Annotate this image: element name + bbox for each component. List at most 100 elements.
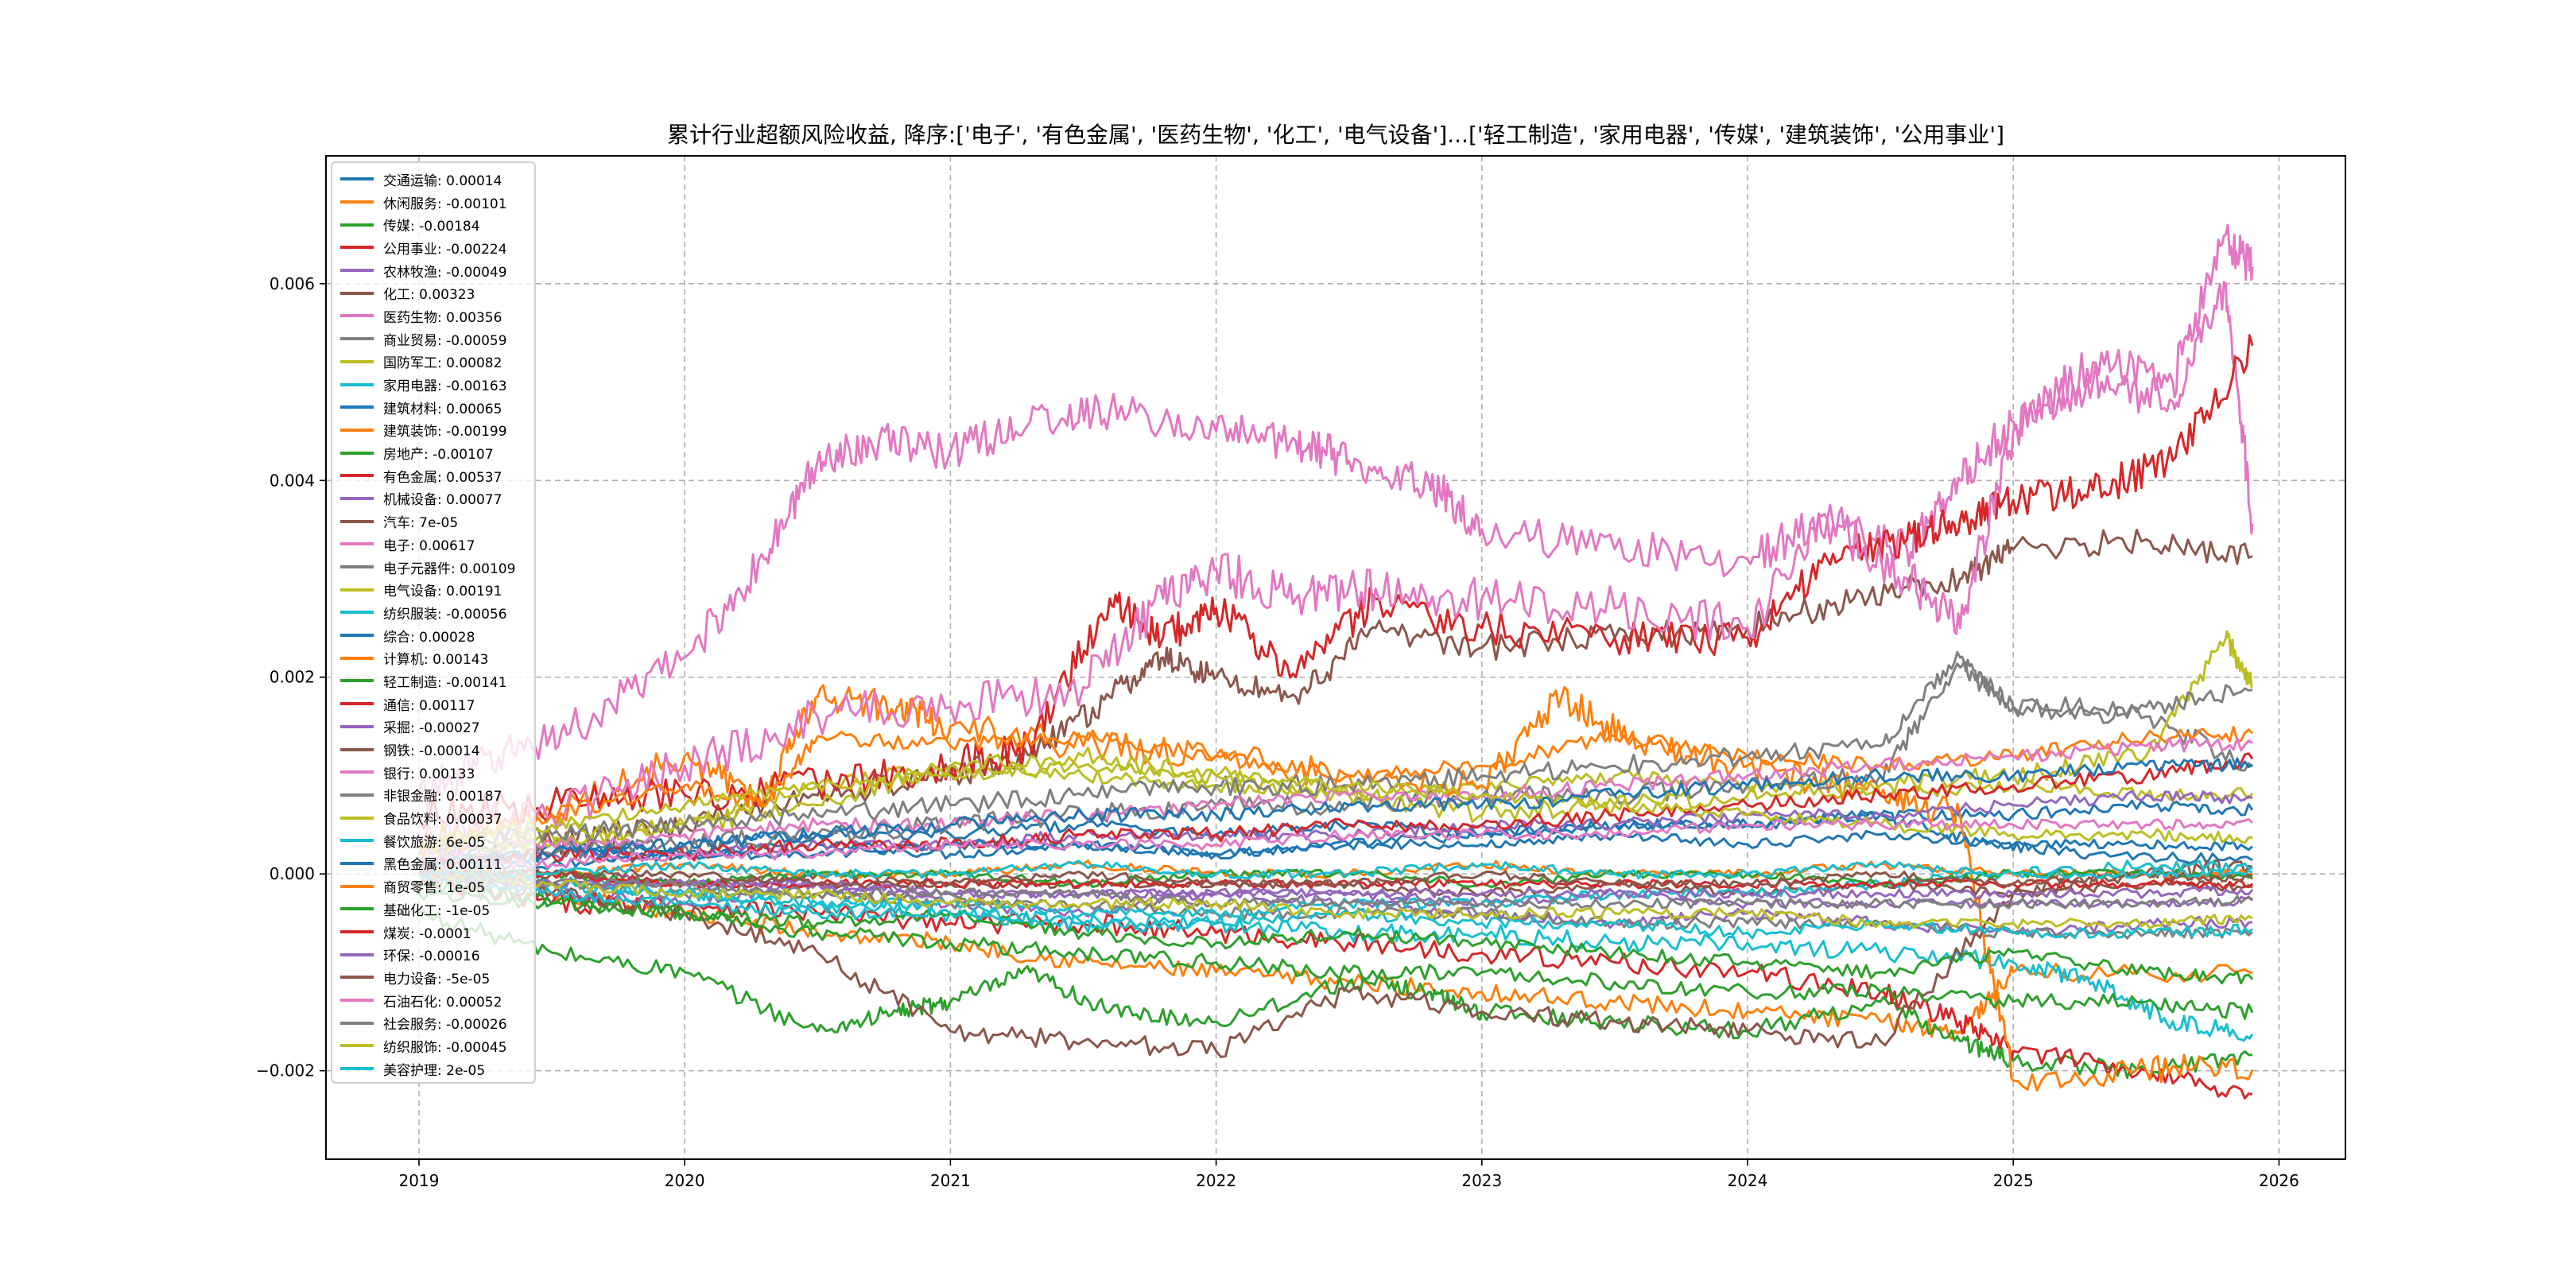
legend-item: 休闲服务: -0.00101: [340, 191, 534, 214]
legend-item: 基础化工: -1e-05: [340, 898, 534, 921]
legend-item: 建筑装饰: -0.00199: [340, 419, 534, 442]
series-line-26: [418, 737, 2253, 861]
legend-label: 社会服务: -0.00026: [383, 1017, 507, 1034]
legend-item: 采掘: -0.00027: [340, 716, 534, 739]
legend-swatch: [340, 884, 374, 888]
legend-label: 交通运输: 0.00014: [383, 173, 502, 189]
legend-label: 房地产: -0.00107: [383, 447, 494, 464]
legend-swatch: [340, 999, 374, 1003]
legend-swatch: [340, 451, 374, 455]
legend-item: 电子元器件: 0.00109: [340, 556, 534, 579]
legend-label: 电力设备: -5e-05: [383, 971, 491, 987]
legend-swatch: [340, 428, 374, 432]
legend-swatch: [340, 702, 374, 706]
y-tick-label: 0.000: [270, 864, 315, 883]
legend-label: 商贸零售: 1e-05: [383, 880, 486, 897]
legend-swatch: [340, 496, 374, 500]
legend-label: 化工: 0.00323: [383, 287, 475, 304]
legend-label: 美容护理: 2e-05: [383, 1062, 486, 1079]
legend-label: 黑色金属: 0.00111: [383, 857, 502, 874]
series-line-39: [418, 859, 2253, 879]
legend-item: 美容护理: 2e-05: [340, 1057, 534, 1080]
legend-item: 商业贸易: -0.00059: [340, 328, 534, 351]
legend-swatch: [340, 816, 374, 820]
y-axis: −0.002 0.000 0.002 0.004 0.006: [256, 274, 326, 1080]
legend-label: 环保: -0.00016: [383, 949, 480, 965]
x-tick-label: 2019: [399, 1171, 440, 1190]
legend-item: 综合: 0.00028: [340, 624, 534, 647]
legend-swatch: [340, 405, 374, 409]
series-line-17: [417, 660, 2254, 871]
legend-label: 农林牧渔: -0.00049: [383, 264, 507, 281]
legend-item: 电力设备: -5e-05: [340, 966, 534, 989]
legend-label: 电子元器件: 0.00109: [383, 561, 516, 577]
legend-item: 社会服务: -0.00026: [340, 1011, 534, 1034]
legend-swatch: [340, 291, 374, 295]
legend-item: 有色金属: 0.00537: [340, 464, 534, 487]
legend-swatch: [340, 1021, 374, 1025]
legend-item: 公用事业: -0.00224: [340, 236, 534, 259]
y-tick-label: 0.006: [270, 274, 315, 293]
series-line-2: [418, 910, 2253, 1080]
legend-item: 纺织服饰: -0.00045: [340, 1034, 534, 1057]
legend-label: 传媒: -0.00184: [383, 219, 480, 235]
legend-swatch: [340, 1067, 374, 1071]
legend-swatch: [340, 177, 374, 181]
y-tick-label: −0.002: [256, 1061, 315, 1080]
legend-label: 食品饮料: 0.00037: [383, 812, 502, 828]
legend-label: 煤炭: -0.0001: [383, 925, 471, 942]
legend-swatch: [340, 907, 374, 911]
legend-label: 建筑装饰: -0.00199: [383, 424, 507, 440]
legend-label: 商业贸易: -0.00059: [383, 332, 507, 349]
series-line-37: [417, 869, 2253, 910]
legend-swatch: [340, 223, 374, 227]
legend-item: 医药生物: 0.00356: [340, 305, 534, 328]
legend-item: 煤炭: -0.0001: [340, 921, 534, 944]
legend-swatch: [340, 861, 374, 865]
series-line-21: [418, 725, 2254, 848]
legend-label: 休闲服务: -0.00101: [383, 196, 507, 212]
series-line-38: [417, 871, 2253, 930]
legend-item: 家用电器: -0.00163: [340, 373, 534, 396]
x-tick-label: 2021: [930, 1171, 971, 1190]
legend-item: 食品饮料: 0.00037: [340, 806, 534, 829]
legend-label: 纺织服饰: -0.00045: [383, 1039, 507, 1056]
series-line-22: [418, 879, 2254, 1020]
legend-label: 公用事业: -0.00224: [383, 241, 507, 258]
legend-item: 交通运输: 0.00014: [340, 168, 534, 191]
legend-swatch: [340, 839, 374, 843]
legend: 交通运输: 0.00014 休闲服务: -0.00101 传媒: -0.00184 公…: [331, 161, 536, 1084]
legend-swatch: [340, 588, 374, 592]
legend-swatch: [340, 359, 374, 363]
legend-swatch: [340, 930, 374, 934]
legend-label: 综合: 0.00028: [383, 629, 475, 646]
legend-item: 汽车: 7e-05: [340, 510, 534, 533]
legend-label: 汽车: 7e-05: [383, 515, 459, 532]
legend-swatch: [340, 246, 374, 250]
legend-label: 机械设备: 0.00077: [383, 492, 502, 509]
legend-swatch: [340, 269, 374, 273]
series-line-15: [417, 859, 2253, 1058]
plot-frame: [325, 155, 2346, 1160]
series-layer: [417, 223, 2254, 1100]
series-line-20: [418, 830, 2253, 871]
series-line-28: [418, 761, 2253, 848]
legend-label: 家用电器: -0.00163: [383, 378, 507, 395]
legend-item: 钢铁: -0.00014: [340, 738, 534, 761]
legend-label: 非银金融: 0.00187: [383, 789, 502, 805]
legend-swatch: [340, 611, 374, 615]
legend-item: 房地产: -0.00107: [340, 441, 534, 464]
series-line-23: [418, 752, 2254, 870]
chart-title: 累计行业超额风险收益, 降序:['电子', '有色金属', '医药生物', '化…: [667, 122, 2004, 148]
legend-label: 有色金属: 0.00537: [383, 469, 502, 486]
legend-label: 采掘: -0.00027: [383, 720, 480, 737]
legend-label: 钢铁: -0.00014: [383, 743, 480, 760]
x-tick-label: 2022: [1196, 1171, 1236, 1190]
legend-label: 轻工制造: -0.00141: [383, 674, 507, 691]
legend-label: 通信: 0.00117: [383, 697, 475, 714]
legend-swatch: [340, 519, 374, 523]
legend-swatch: [340, 565, 374, 569]
legend-item: 环保: -0.00016: [340, 943, 534, 966]
x-tick-label: 2020: [665, 1171, 705, 1190]
